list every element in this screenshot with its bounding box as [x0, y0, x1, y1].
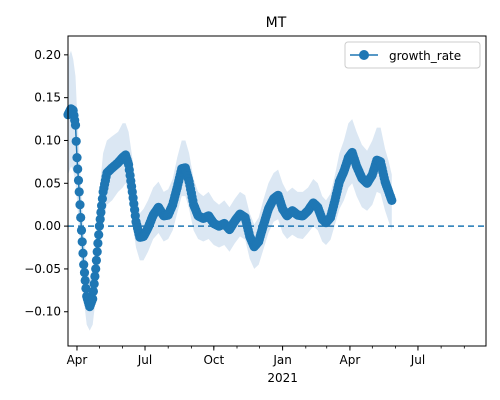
x-tick-label: Jul	[137, 353, 152, 367]
growth-rate-point	[93, 238, 103, 248]
growth-rate-point	[76, 225, 87, 235]
growth-rate-point	[79, 260, 89, 270]
growth-rate-point	[70, 120, 81, 130]
growth-rate-point	[88, 286, 98, 296]
legend-box	[344, 41, 481, 69]
legend: growth_rate	[344, 41, 481, 69]
growth-rate-point	[96, 207, 106, 217]
legend-label: growth_rate	[389, 49, 461, 63]
legend-marker-swatch	[359, 50, 369, 60]
growth-rate-point	[89, 279, 99, 289]
x-tick-label: Jul	[410, 353, 425, 367]
growth-rate-point	[91, 255, 101, 265]
growth-rate-point	[95, 214, 105, 224]
growth-rate-point	[75, 200, 85, 210]
growth-rate-point	[88, 294, 98, 304]
growth-rate-point	[81, 283, 91, 293]
growth-rate-point	[91, 264, 101, 274]
y-axis: −0.10 −0.05 0.00 0.05 0.10 0.15 0.20	[24, 48, 68, 319]
growth-rate-point	[90, 271, 100, 281]
x-tick-label: Jan	[272, 353, 292, 367]
growth-rate-point	[71, 136, 81, 146]
y-tick-label: 0.10	[34, 133, 61, 147]
growth-rate-point	[73, 175, 84, 185]
plot-area	[63, 50, 486, 331]
y-tick-label: 0.05	[34, 176, 61, 190]
y-tick-label: 0.15	[34, 91, 61, 105]
growth-rate-point	[387, 195, 397, 205]
growth-rate-point	[74, 187, 84, 197]
growth-rate-point	[72, 153, 82, 163]
growth-rate-point	[92, 247, 102, 257]
growth-rate-point	[77, 237, 87, 247]
x-tick-label: Oct	[203, 353, 224, 367]
x-tick-label: Apr	[67, 353, 88, 367]
y-tick-label: −0.10	[24, 305, 61, 319]
y-tick-label: −0.05	[24, 262, 61, 276]
growth-rate-point	[79, 268, 90, 278]
y-tick-label: 0.20	[34, 48, 61, 62]
growth-rate-point	[94, 230, 104, 240]
growth-rate-point	[76, 212, 86, 223]
growth-rate-point	[94, 221, 104, 231]
x-tick-label: Apr	[340, 353, 361, 367]
x-axis: Apr Jul Oct Jan 2021 Apr Jul	[67, 346, 465, 385]
growth-rate-point	[97, 201, 107, 211]
growth-rate-point	[97, 194, 107, 204]
growth-rate-point	[78, 248, 88, 258]
axes-frame	[67, 35, 487, 347]
y-tick-label: 0.00	[34, 219, 61, 233]
growth-rate-point	[73, 164, 83, 174]
x-tick-year-label: 2021	[267, 371, 298, 385]
growth-rate-markers	[63, 104, 397, 312]
chart-title: MT	[266, 15, 287, 31]
growth-rate-point	[80, 275, 90, 286]
